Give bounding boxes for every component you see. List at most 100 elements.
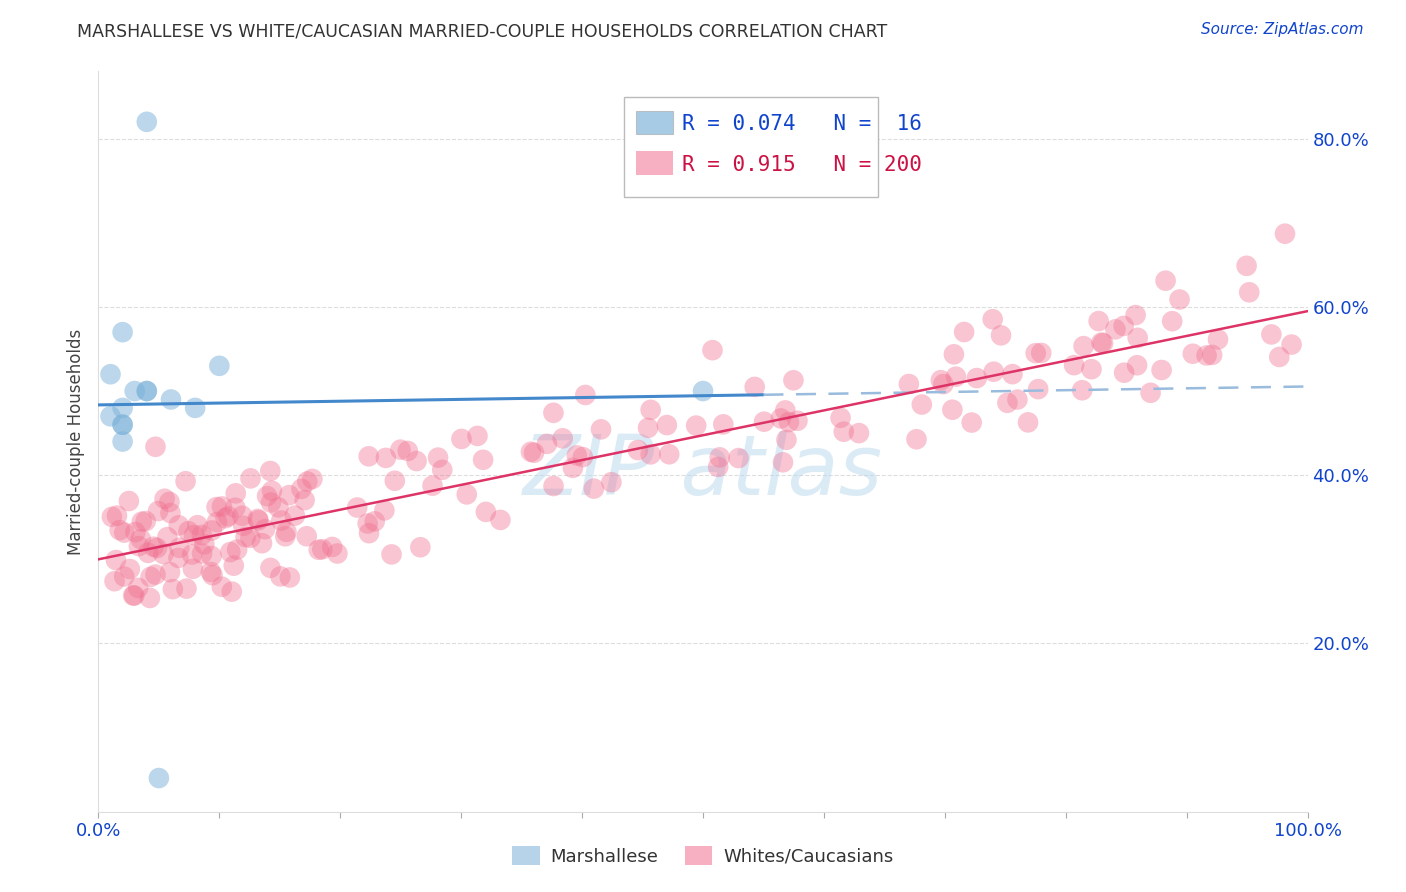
- Point: [1168, 293, 1191, 307]
- Point: [176, 582, 198, 596]
- Point: [1092, 336, 1115, 351]
- Point: [326, 547, 349, 561]
- Point: [235, 530, 257, 544]
- Point: [253, 522, 276, 536]
- Point: [139, 591, 162, 605]
- Point: [136, 546, 159, 560]
- Point: [960, 416, 983, 430]
- Point: [405, 454, 427, 468]
- Point: [467, 429, 489, 443]
- Point: [1195, 348, 1218, 362]
- Point: [848, 426, 870, 441]
- Point: [543, 406, 565, 420]
- Point: [181, 562, 204, 576]
- Text: R = 0.915   N = 200: R = 0.915 N = 200: [682, 155, 922, 175]
- Point: [772, 455, 794, 469]
- Point: [135, 384, 157, 398]
- Point: [124, 589, 146, 603]
- Point: [536, 437, 558, 451]
- Point: [191, 528, 214, 542]
- Point: [582, 482, 605, 496]
- Point: [929, 373, 952, 387]
- Point: [709, 450, 731, 465]
- Point: [966, 371, 988, 385]
- Point: [1073, 339, 1095, 353]
- Point: [301, 472, 323, 486]
- Point: [260, 483, 283, 498]
- Point: [160, 392, 183, 407]
- Point: [1126, 331, 1149, 345]
- Bar: [637, 152, 672, 175]
- Point: [942, 347, 965, 361]
- Point: [103, 574, 125, 589]
- Point: [184, 401, 207, 415]
- Point: [278, 570, 301, 584]
- Point: [294, 493, 316, 508]
- Point: [208, 359, 231, 373]
- Legend: Marshallese, Whites/Caucasians: Marshallese, Whites/Caucasians: [505, 839, 901, 873]
- Point: [1026, 382, 1049, 396]
- Point: [1281, 337, 1303, 351]
- Point: [1274, 227, 1296, 241]
- Point: [356, 516, 378, 531]
- Point: [231, 508, 253, 523]
- Point: [380, 548, 402, 562]
- Point: [786, 414, 808, 428]
- Point: [167, 550, 190, 565]
- Point: [122, 589, 145, 603]
- Point: [932, 377, 955, 392]
- Point: [897, 377, 920, 392]
- Point: [1268, 350, 1291, 364]
- Point: [997, 396, 1019, 410]
- Text: ZIP atlas: ZIP atlas: [523, 431, 883, 512]
- Point: [214, 511, 236, 525]
- Point: [219, 545, 242, 559]
- Point: [983, 365, 1005, 379]
- Point: [274, 529, 297, 543]
- Point: [990, 328, 1012, 343]
- Point: [637, 421, 659, 435]
- Point: [131, 515, 153, 529]
- Point: [259, 561, 281, 575]
- Point: [655, 418, 678, 433]
- FancyBboxPatch shape: [624, 97, 879, 197]
- Point: [1114, 366, 1136, 380]
- Point: [941, 402, 963, 417]
- Point: [181, 548, 204, 562]
- Point: [108, 523, 131, 537]
- Point: [211, 500, 233, 514]
- Point: [1001, 367, 1024, 381]
- Point: [111, 325, 134, 339]
- Point: [744, 380, 766, 394]
- Point: [290, 482, 312, 496]
- Text: Source: ZipAtlas.com: Source: ZipAtlas.com: [1201, 22, 1364, 37]
- Point: [112, 569, 135, 583]
- Point: [1007, 392, 1029, 407]
- Point: [752, 415, 775, 429]
- Point: [1206, 333, 1229, 347]
- Point: [692, 384, 714, 398]
- Point: [1063, 358, 1085, 372]
- Point: [246, 512, 269, 526]
- Point: [321, 540, 343, 554]
- Point: [267, 500, 290, 515]
- Point: [769, 411, 792, 425]
- Point: [118, 562, 141, 576]
- Point: [148, 771, 170, 785]
- Point: [101, 509, 124, 524]
- Point: [422, 478, 444, 492]
- Point: [456, 487, 478, 501]
- Point: [1236, 259, 1258, 273]
- Point: [183, 528, 205, 542]
- Point: [574, 388, 596, 402]
- Point: [153, 491, 176, 506]
- Point: [640, 402, 662, 417]
- Point: [111, 417, 134, 432]
- Point: [269, 569, 291, 583]
- Point: [146, 541, 169, 555]
- Point: [911, 398, 934, 412]
- Point: [295, 529, 318, 543]
- Point: [135, 115, 157, 129]
- Point: [201, 524, 224, 538]
- Point: [775, 433, 797, 447]
